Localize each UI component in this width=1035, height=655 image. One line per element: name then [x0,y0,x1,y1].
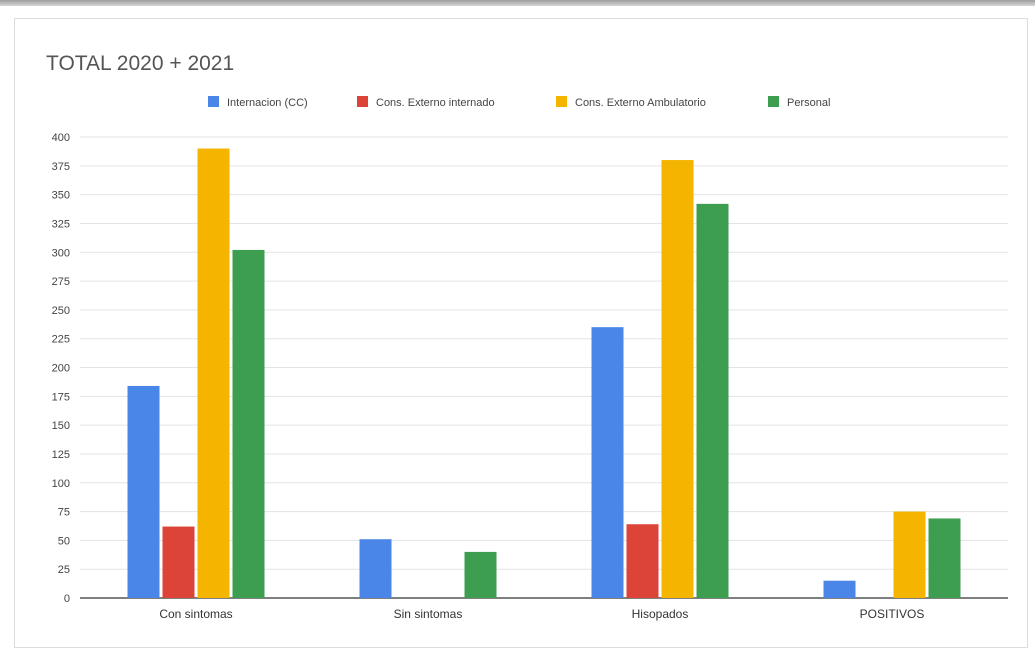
y-tick-label: 75 [58,507,70,519]
y-tick-label: 325 [52,218,70,230]
bar[interactable] [696,203,729,598]
bar[interactable] [464,551,497,598]
bar[interactable] [626,524,659,598]
y-tick-label: 225 [52,334,70,346]
y-tick-label: 50 [58,535,70,547]
legend-swatch [357,96,368,107]
y-tick-label: 350 [52,190,70,202]
legend-swatch [556,96,567,107]
legend-label: Personal [787,97,830,109]
x-tick-label: Hisopados [632,607,689,621]
bar[interactable] [197,148,230,598]
bar[interactable] [162,526,195,598]
legend-label: Internacion (CC) [227,97,308,109]
bar[interactable] [232,249,265,598]
y-tick-label: 275 [52,276,70,288]
y-tick-label: 150 [52,420,70,432]
y-tick-label: 200 [52,363,70,375]
bar[interactable] [893,511,926,598]
y-tick-label: 400 [52,132,70,144]
legend-swatch [208,96,219,107]
bar[interactable] [823,580,856,598]
bar[interactable] [591,327,624,598]
bar[interactable] [359,539,392,598]
bar[interactable] [928,518,961,598]
y-tick-label: 25 [58,564,70,576]
x-tick-label: Con sintomas [159,607,232,621]
legend-swatch [768,96,779,107]
y-tick-label: 375 [52,161,70,173]
chart-title: TOTAL 2020 + 2021 [46,52,234,75]
y-tick-label: 250 [52,305,70,317]
bar[interactable] [661,160,694,599]
y-tick-label: 175 [52,391,70,403]
bar[interactable] [127,385,160,598]
window-top-border [0,0,1035,6]
x-axis: Con sintomas Sin sintomas Hisopados POSITIV… [159,607,924,621]
legend: Internacion (CC) Cons. Externo internado C… [208,96,830,109]
y-tick-label: 300 [52,247,70,259]
legend-label: Cons. Externo internado [376,97,495,109]
y-tick-label: 100 [52,478,70,490]
x-tick-label: Sin sintomas [394,607,463,621]
bars [127,148,961,599]
y-tick-label: 0 [64,593,70,605]
y-axis: 0 25 50 75 100 125 150 175 200 225 250 275 300 325 350… [52,132,70,605]
x-tick-label: POSITIVOS [860,607,925,621]
y-tick-label: 125 [52,449,70,461]
legend-label: Cons. Externo Ambulatorio [575,97,706,109]
